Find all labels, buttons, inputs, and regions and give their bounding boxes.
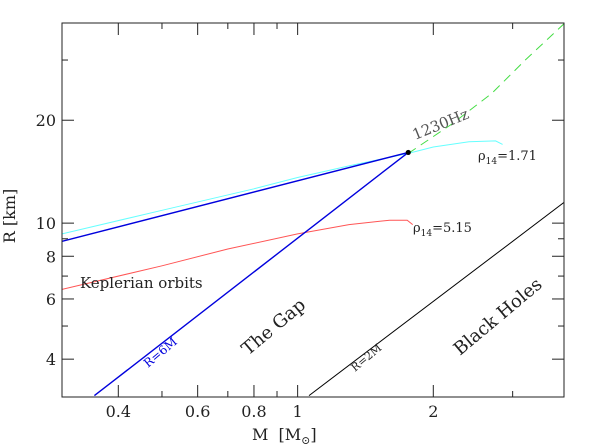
x-tick-label: 2 [428, 402, 438, 421]
annotation-rho-171: ρ14=1.71 [478, 149, 537, 167]
x-tick-label: 0.8 [241, 402, 266, 421]
x-tick-label: 0.6 [185, 402, 210, 421]
series-layer [62, 23, 564, 397]
annotation-r-2m: R=2M [349, 341, 385, 374]
series-rho171 [62, 140, 503, 235]
series-upper-bound [62, 151, 409, 242]
x-tick-label: 0.4 [106, 402, 131, 421]
annotation-black-holes: Black Holes [450, 274, 547, 360]
y-tick-label: 10 [36, 214, 56, 233]
annotation-keplerian: Keplerian orbits [80, 274, 203, 292]
series-rho171-extension [408, 23, 564, 154]
y-tick-label: 8 [46, 247, 56, 266]
annotation-r-6m: R=6M [141, 334, 180, 370]
max-mass-point [405, 149, 411, 156]
x-tick-label: 1 [293, 402, 303, 421]
series-r-2m [308, 202, 564, 396]
x-axis-label: M [M⊙] [252, 425, 317, 447]
point-layer [405, 149, 411, 156]
sun-symbol: ⊙ [301, 434, 310, 447]
y-tick-label: 4 [46, 350, 56, 369]
ticks-layer: 0.4 0.6 0.8 1 2 4 6 8 10 20 [36, 23, 564, 421]
y-axis-label: R [km] [0, 189, 19, 243]
y-tick-label: 6 [46, 290, 56, 309]
point-label-1230hz: 1230Hz [410, 105, 472, 144]
series-r-6m [93, 151, 409, 397]
plot-frame [61, 22, 565, 398]
series-rho515 [62, 219, 414, 290]
annotation-rho-515: ρ14=5.15 [413, 221, 472, 239]
annotation-the-gap: The Gap [238, 294, 310, 359]
y-tick-label: 20 [36, 111, 56, 130]
